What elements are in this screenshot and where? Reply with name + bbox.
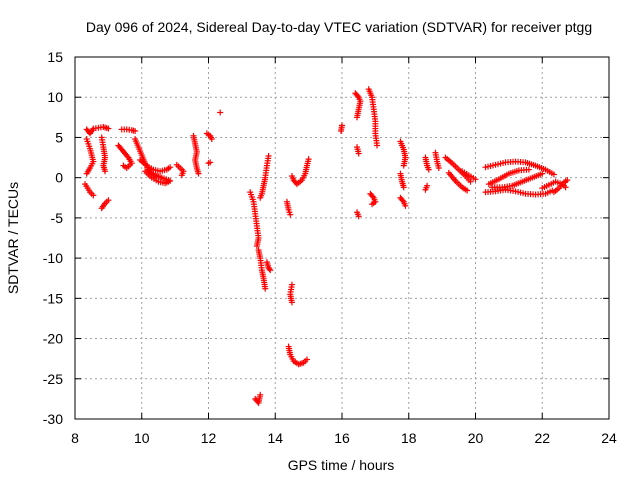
data-point xyxy=(467,178,474,185)
data-point xyxy=(369,201,376,208)
x-tick-label: 14 xyxy=(267,430,283,446)
data-point xyxy=(402,202,409,209)
x-tick-label: 22 xyxy=(534,430,550,446)
data-point xyxy=(102,168,109,175)
data-point xyxy=(288,299,295,306)
data-point xyxy=(253,243,260,250)
data-point xyxy=(562,184,569,191)
data-point xyxy=(303,356,310,363)
data-point xyxy=(217,109,224,116)
data-point xyxy=(337,128,344,135)
y-tick-label: 5 xyxy=(55,129,63,145)
data-point xyxy=(435,165,442,172)
data-point xyxy=(539,170,546,177)
x-tick-label: 24 xyxy=(601,430,617,446)
data-point xyxy=(83,170,90,177)
y-tick-label: -5 xyxy=(51,210,64,226)
data-point xyxy=(167,177,174,184)
data-point xyxy=(267,267,274,274)
y-tick-label: -30 xyxy=(43,411,63,427)
data-point xyxy=(262,285,269,292)
data-point xyxy=(425,166,432,173)
x-axis-title: GPS time / hours xyxy=(288,457,395,473)
data-point xyxy=(105,125,112,132)
data-point xyxy=(265,152,272,159)
data-point xyxy=(208,136,215,143)
data-point xyxy=(464,187,471,194)
y-tick-label: 10 xyxy=(47,89,63,105)
data-point xyxy=(124,153,131,160)
x-tick-label: 18 xyxy=(401,430,417,446)
axis-ticks xyxy=(74,56,610,420)
data-point xyxy=(167,164,174,171)
data-point xyxy=(399,197,406,204)
y-tick-labels: 15 10 5 0 -5 -10 -15 -20 -25 -30 xyxy=(43,49,63,427)
data-point xyxy=(132,128,139,135)
x-tick-label: 12 xyxy=(201,430,217,446)
data-point xyxy=(178,172,185,179)
data-point xyxy=(207,159,214,166)
data-point xyxy=(564,177,571,184)
grid-lines xyxy=(75,57,609,419)
data-point xyxy=(266,265,273,272)
data-points xyxy=(82,86,571,406)
data-point xyxy=(374,142,381,149)
data-point xyxy=(400,162,407,169)
data-point xyxy=(369,193,376,200)
data-point xyxy=(305,156,312,163)
data-point xyxy=(355,150,362,157)
data-point xyxy=(400,184,407,191)
x-tick-label: 16 xyxy=(334,430,350,446)
y-tick-label: -20 xyxy=(43,331,63,347)
data-point xyxy=(422,186,429,193)
y-tick-label: 0 xyxy=(55,170,63,186)
data-point xyxy=(287,211,294,218)
y-tick-label: -10 xyxy=(43,250,63,266)
x-tick-label: 10 xyxy=(134,430,150,446)
data-point xyxy=(525,166,532,173)
data-point xyxy=(90,192,97,199)
data-point xyxy=(257,391,264,398)
data-point xyxy=(195,170,202,177)
y-axis-title: SDTVAR / TECUs xyxy=(5,182,21,294)
data-point xyxy=(354,92,361,99)
data-point xyxy=(105,197,112,204)
data-point xyxy=(120,162,127,169)
y-tick-label: -15 xyxy=(43,290,63,306)
chart-title: Day 096 of 2024, Sidereal Day-to-day VTE… xyxy=(86,19,592,35)
y-tick-label: -25 xyxy=(43,371,63,387)
y-tick-label: 15 xyxy=(47,49,63,65)
x-tick-label: 8 xyxy=(71,430,79,446)
data-point xyxy=(472,176,479,183)
data-point xyxy=(355,213,362,220)
x-tick-labels: 8 10 12 14 16 18 20 22 24 xyxy=(71,430,617,446)
data-point xyxy=(550,171,557,178)
x-tick-label: 20 xyxy=(468,430,484,446)
data-point xyxy=(354,114,361,121)
